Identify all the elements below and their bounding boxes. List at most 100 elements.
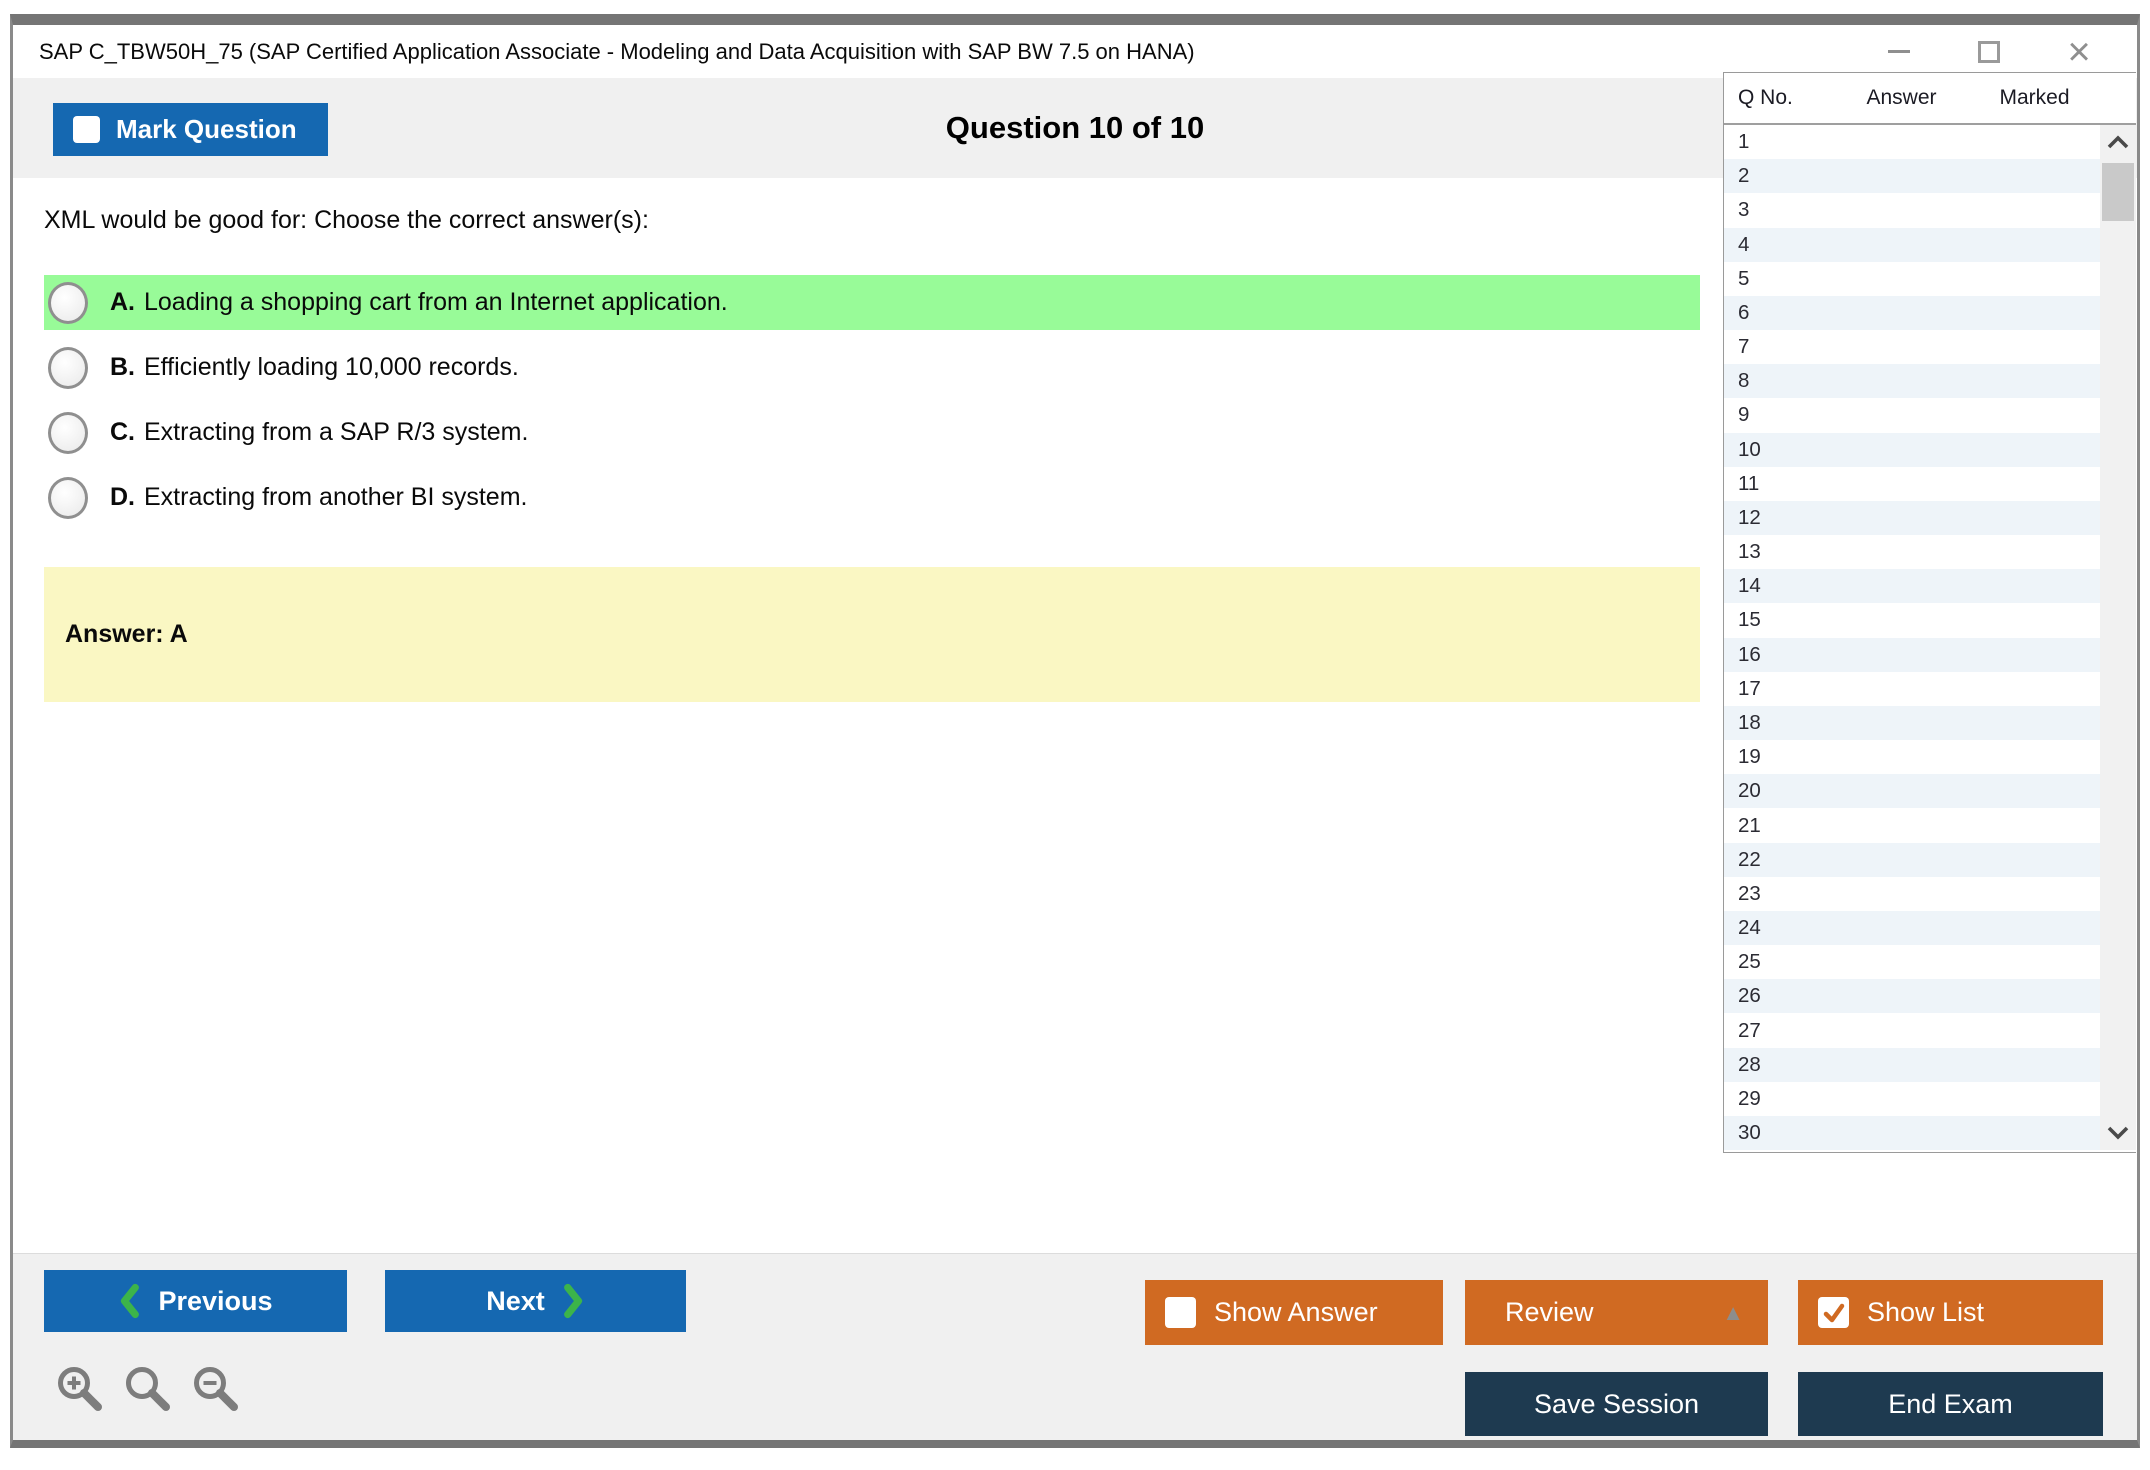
question-list-row[interactable]: 30 <box>1724 1115 2100 1151</box>
mark-question-label: Mark Question <box>116 114 297 144</box>
question-list-row[interactable]: 6 <box>1724 295 2100 331</box>
exam-window: SAP C_TBW50H_75 (SAP Certified Applicati… <box>10 14 2140 1448</box>
question-list-row[interactable]: 3 <box>1724 193 2100 228</box>
question-list-row[interactable]: 23 <box>1724 876 2100 911</box>
answer-option-a[interactable]: A. Loading a shopping cart from an Intern… <box>44 275 1700 330</box>
maximize-button[interactable] <box>1959 30 2019 74</box>
question-list-row[interactable]: 5 <box>1724 261 2100 296</box>
minimize-button[interactable] <box>1869 30 1929 74</box>
question-list-row[interactable]: 2 <box>1724 159 2100 194</box>
question-list-row[interactable]: 29 <box>1724 1081 2100 1116</box>
footer-bar: Previous Next Show Answer Review ▲ <box>13 1253 2137 1440</box>
zoom-in-button[interactable] <box>53 1362 107 1419</box>
answer-option-c[interactable]: C. Extracting from a SAP R/3 system. <box>44 405 1700 460</box>
maximize-icon <box>1978 40 2000 63</box>
question-list-row[interactable]: 19 <box>1724 740 2100 775</box>
show-answer-checkbox[interactable] <box>1165 1297 1196 1328</box>
question-list-row[interactable]: 26 <box>1724 979 2100 1014</box>
question-number: 5 <box>1738 266 1750 290</box>
question-list-row[interactable]: 21 <box>1724 808 2100 843</box>
question-number: 14 <box>1738 574 1761 598</box>
option-text: Efficiently loading 10,000 records. <box>144 353 519 381</box>
question-list-row[interactable]: 18 <box>1724 705 2100 741</box>
question-number: 18 <box>1738 711 1761 734</box>
show-list-button[interactable]: Show List <box>1798 1280 2103 1345</box>
magnifier-icon <box>126 1367 170 1411</box>
mark-question-button[interactable]: Mark Question <box>53 103 328 156</box>
option-text: Extracting from a SAP R/3 system. <box>144 418 529 446</box>
column-header-marked: Marked <box>1999 86 2070 109</box>
question-list-row[interactable]: 11 <box>1724 466 2100 501</box>
mark-question-checkbox[interactable] <box>73 116 100 143</box>
question-list-row[interactable]: 15 <box>1724 603 2100 638</box>
question-list-row[interactable]: 27 <box>1724 1013 2100 1048</box>
minimize-icon <box>1888 50 1910 53</box>
next-button[interactable]: Next <box>385 1270 686 1332</box>
triangle-up-icon: ▲ <box>1722 1299 1744 1325</box>
question-list-row[interactable]: 8 <box>1724 364 2100 399</box>
option-letter: A. <box>110 288 135 316</box>
question-number: 21 <box>1738 813 1761 837</box>
zoom-tools <box>53 1362 243 1419</box>
window-controls: × <box>1869 25 2109 78</box>
question-number: 12 <box>1738 505 1761 529</box>
question-number: 24 <box>1738 916 1761 940</box>
zoom-reset-button[interactable] <box>121 1362 175 1419</box>
end-exam-button[interactable]: End Exam <box>1798 1372 2103 1436</box>
radio-button[interactable] <box>48 411 88 454</box>
close-icon: × <box>2067 29 2091 74</box>
question-list-row[interactable]: 16 <box>1724 637 2100 672</box>
question-list-panel: Q No. Answer Marked 1 2 3 4 5 6 7 8 9 10 11 12 13 14 1… <box>1723 72 2136 1153</box>
question-list-row[interactable]: 25 <box>1724 945 2100 980</box>
show-list-label: Show List <box>1867 1297 1985 1327</box>
question-list-row[interactable]: 28 <box>1724 1047 2100 1082</box>
scroll-up-button[interactable] <box>2100 125 2136 159</box>
question-list-row[interactable]: 14 <box>1724 569 2100 604</box>
question-number: 28 <box>1738 1052 1761 1076</box>
content-area: XML would be good for: Choose the correc… <box>13 72 2137 1253</box>
answer-box: Answer: A <box>44 567 1700 702</box>
question-number: 15 <box>1738 608 1761 632</box>
question-list-row[interactable]: 1 <box>1724 125 2100 160</box>
previous-label: Previous <box>158 1285 273 1316</box>
question-list-row[interactable]: 22 <box>1724 842 2100 877</box>
question-list-row[interactable]: 7 <box>1724 330 2100 365</box>
question-number: 8 <box>1738 369 1750 393</box>
question-list-row[interactable]: 9 <box>1724 398 2100 433</box>
zoom-out-button[interactable] <box>189 1362 243 1419</box>
review-button[interactable]: Review ▲ <box>1465 1280 1768 1345</box>
question-list-scrollbar[interactable] <box>2100 125 2136 1150</box>
scrollbar-thumb[interactable] <box>2102 163 2134 221</box>
question-list-row[interactable]: 13 <box>1724 535 2100 570</box>
radio-button[interactable] <box>48 346 88 389</box>
question-number: 16 <box>1738 642 1761 666</box>
show-list-checkbox[interactable] <box>1818 1297 1849 1328</box>
question-list-row[interactable]: 4 <box>1724 227 2100 262</box>
question-number: 22 <box>1738 847 1761 871</box>
question-list-row[interactable]: 20 <box>1724 774 2100 809</box>
question-number: 4 <box>1738 232 1750 256</box>
question-list-row[interactable]: 24 <box>1724 910 2100 946</box>
close-button[interactable]: × <box>2049 30 2109 74</box>
question-list-row[interactable]: 10 <box>1724 432 2100 467</box>
question-list-row[interactable]: 12 <box>1724 500 2100 536</box>
previous-button[interactable]: Previous <box>44 1270 347 1332</box>
radio-button[interactable] <box>48 281 88 324</box>
question-list-row[interactable]: 17 <box>1724 671 2100 706</box>
options-list: A. Loading a shopping cart from an Intern… <box>44 275 1700 535</box>
question-number: 29 <box>1738 1086 1761 1110</box>
save-session-button[interactable]: Save Session <box>1465 1372 1768 1436</box>
end-exam-label: End Exam <box>1888 1388 2013 1419</box>
review-label: Review <box>1505 1297 1594 1327</box>
radio-button[interactable] <box>48 476 88 519</box>
column-header-qno: Q No. <box>1738 86 1793 109</box>
question-number: 26 <box>1738 984 1761 1008</box>
show-answer-button[interactable]: Show Answer <box>1145 1280 1443 1345</box>
scroll-down-button[interactable] <box>2100 1116 2136 1150</box>
question-number: 6 <box>1738 300 1750 324</box>
answer-option-d[interactable]: D. Extracting from another BI system. <box>44 470 1700 525</box>
chevron-left-icon <box>121 1283 140 1319</box>
answer-option-b[interactable]: B. Efficiently loading 10,000 records. <box>44 340 1700 395</box>
question-number: 17 <box>1738 676 1761 700</box>
zoom-in-icon <box>58 1367 102 1411</box>
